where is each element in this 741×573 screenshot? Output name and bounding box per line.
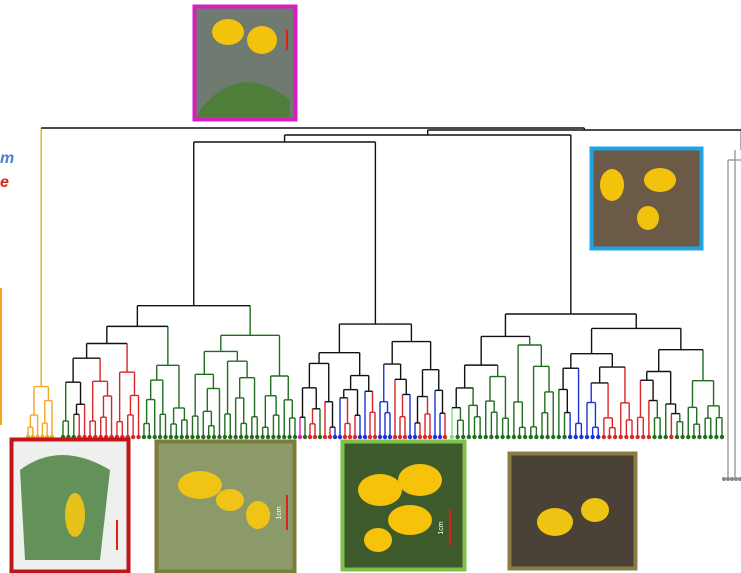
legend-fragment: e: [0, 174, 9, 191]
scale-label: 1cm: [276, 506, 283, 519]
photo: [195, 7, 296, 120]
leaf-dot: [722, 477, 726, 481]
leaf-dot: [730, 477, 734, 481]
leaf-dot: [734, 477, 738, 481]
scale-label: 1cm: [438, 521, 445, 534]
legend-fragment: m: [0, 150, 14, 167]
photo: [510, 454, 636, 569]
photo: [592, 149, 702, 249]
figure: m e 1cm 1cm: [0, 0, 741, 573]
leaf-dot: [726, 477, 730, 481]
photo: 1cm: [343, 442, 465, 570]
photo: 1cm: [157, 442, 295, 572]
photo: [12, 440, 129, 572]
